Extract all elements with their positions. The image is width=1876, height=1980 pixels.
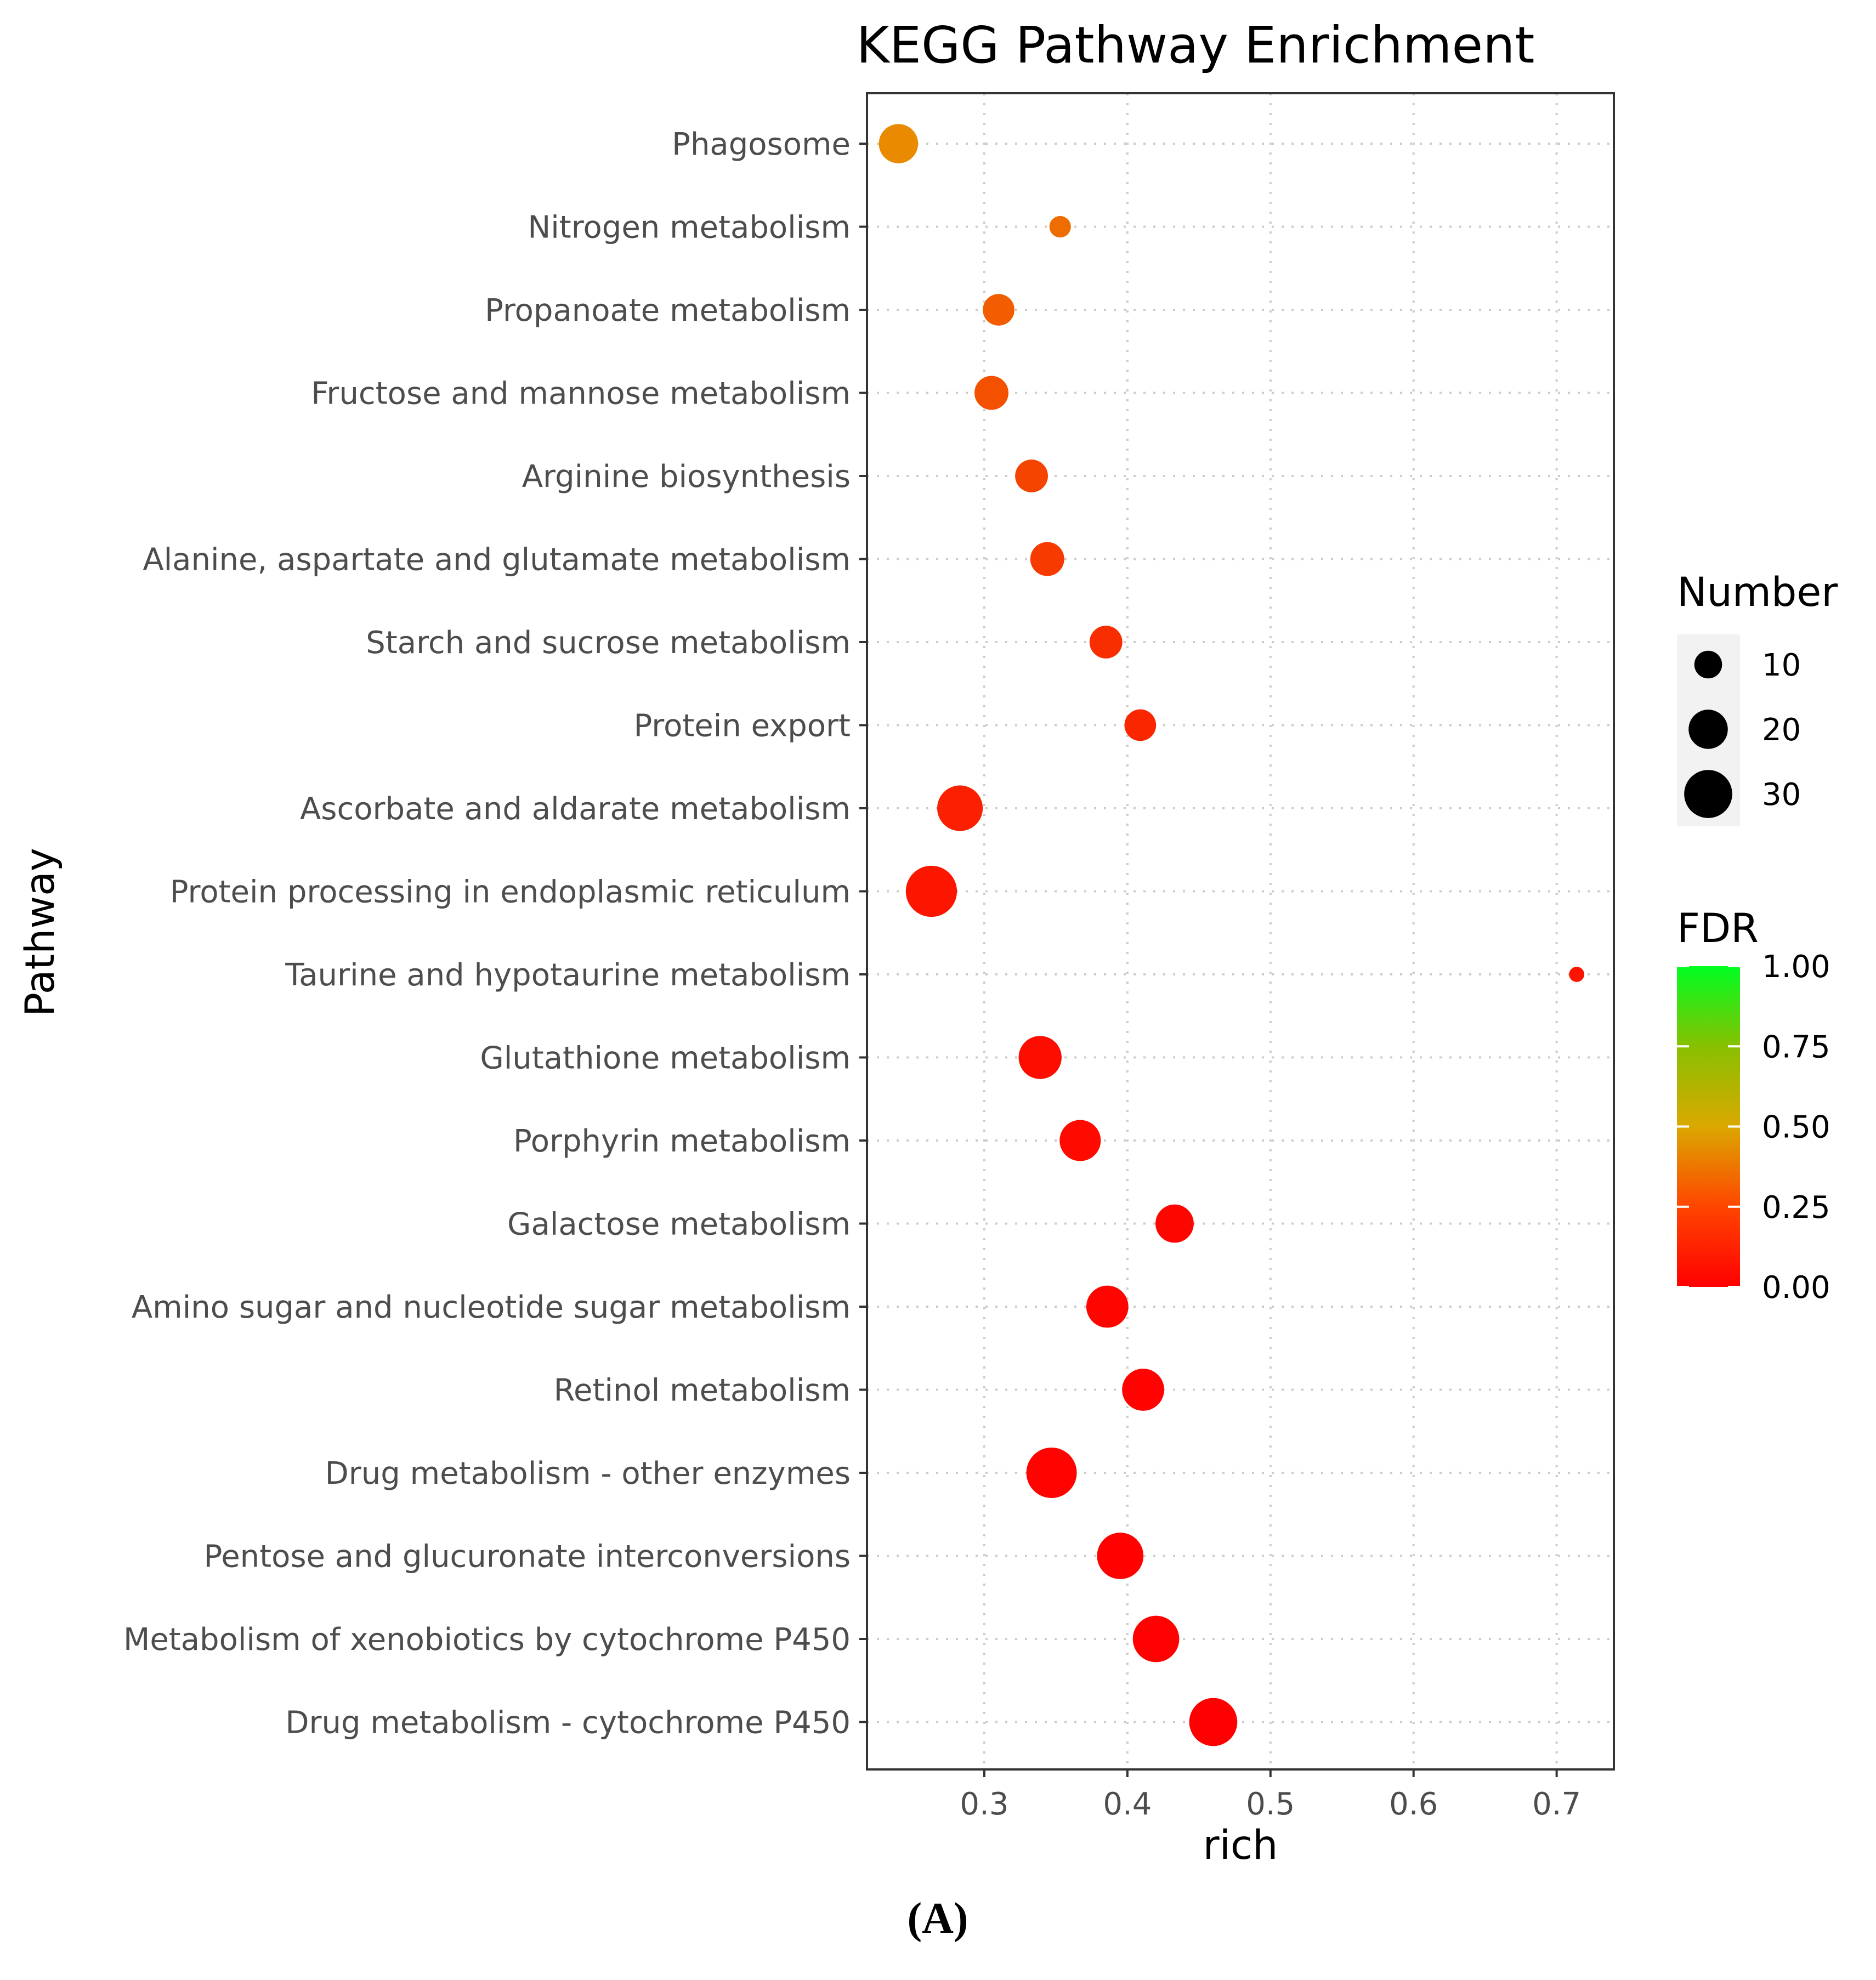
y-tick-label: Amino sugar and nucleotide sugar metabol… — [132, 1290, 851, 1325]
data-point — [1030, 542, 1064, 576]
y-tick-label: Arginine biosynthesis — [522, 459, 851, 495]
legend-fdr-label: 1.00 — [1762, 949, 1830, 985]
x-tick-label: 0.3 — [960, 1786, 1008, 1822]
figure-caption: (A) — [907, 1894, 968, 1943]
data-point — [879, 124, 919, 163]
legend-number-key — [1684, 770, 1732, 818]
data-point — [983, 294, 1014, 326]
data-point — [1155, 1204, 1194, 1243]
data-point — [937, 785, 983, 831]
y-tick-label: Nitrogen metabolism — [528, 210, 851, 246]
x-tick-label: 0.7 — [1532, 1786, 1581, 1822]
y-tick-label: Retinol metabolism — [554, 1373, 851, 1409]
y-tick-label: Metabolism of xenobiotics by cytochrome … — [123, 1622, 851, 1658]
legend-fdr-title: FDR — [1677, 905, 1759, 952]
legend-number-label: 30 — [1762, 777, 1801, 813]
y-tick-label: Porphyrin metabolism — [513, 1124, 851, 1159]
y-tick-label: Galactose metabolism — [507, 1207, 851, 1243]
data-point — [1089, 626, 1123, 659]
legend-number-label: 20 — [1762, 712, 1801, 748]
legend-number-key — [1688, 710, 1728, 749]
y-tick-label: Drug metabolism - other enzymes — [325, 1456, 851, 1491]
legend-fdr-label: 0.75 — [1762, 1029, 1830, 1065]
x-tick-label: 0.6 — [1389, 1786, 1438, 1822]
y-tick-label: Protein export — [634, 708, 851, 744]
y-axis-title: Pathway — [17, 848, 64, 1017]
x-tick-labels: 0.3 0.4 0.5 0.6 0.7 — [960, 1786, 1581, 1822]
y-tick-label: Alanine, aspartate and glutamate metabol… — [143, 542, 851, 578]
x-axis-title: rich — [1203, 1822, 1278, 1869]
y-tick-label: Drug metabolism - cytochrome P450 — [285, 1705, 851, 1741]
grid-lines — [859, 93, 1614, 1777]
y-tick-label: Propanoate metabolism — [485, 293, 851, 328]
y-tick-label: Phagosome — [672, 127, 851, 162]
y-tick-label: Ascorbate and aldarate metabolism — [300, 791, 851, 827]
legend-fdr: 1.00 0.75 0.50 0.25 0.00 — [1677, 949, 1830, 1306]
data-point — [1122, 1369, 1164, 1411]
data-point — [1132, 1615, 1180, 1663]
legend-number: 10 20 30 — [1684, 648, 1801, 818]
legend-number-label: 10 — [1762, 648, 1801, 683]
data-point — [1569, 967, 1585, 982]
data-point — [905, 865, 957, 917]
legend-number-title: Number — [1677, 569, 1838, 616]
data-points — [879, 124, 1585, 1746]
data-point — [1124, 709, 1157, 741]
data-point — [1059, 1120, 1101, 1161]
plot-panel-border — [866, 92, 1615, 1771]
y-tick-label: Starch and sucrose metabolism — [366, 625, 851, 661]
data-point — [1097, 1533, 1144, 1579]
legend-fdr-label: 0.50 — [1762, 1110, 1830, 1145]
y-tick-label: Pentose and glucuronate interconversions — [203, 1539, 851, 1575]
data-point — [974, 376, 1008, 410]
y-tick-label: Glutathione metabolism — [480, 1041, 851, 1076]
y-tick-label: Protein processing in endoplasmic reticu… — [170, 875, 851, 910]
x-tick-label: 0.5 — [1246, 1786, 1295, 1822]
data-point — [1026, 1448, 1077, 1498]
y-tick-label: Fructose and mannose metabolism — [311, 376, 851, 412]
data-point — [1086, 1285, 1129, 1328]
chart-title: KEGG Pathway Enrichment — [856, 16, 1534, 75]
data-point — [1018, 1036, 1062, 1079]
y-tick-label: Taurine and hypotaurine metabolism — [285, 957, 851, 993]
data-point — [1189, 1698, 1238, 1746]
legend-number-key — [1694, 650, 1722, 679]
legend-fdr-label: 0.25 — [1762, 1190, 1830, 1226]
x-tick-label: 0.4 — [1103, 1786, 1152, 1822]
data-point — [1049, 215, 1071, 238]
data-point — [1015, 459, 1048, 492]
y-tick-labels: Phagosome Nitrogen metabolism Propanoate m… — [123, 127, 851, 1741]
legend-fdr-label: 0.00 — [1762, 1270, 1830, 1306]
